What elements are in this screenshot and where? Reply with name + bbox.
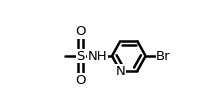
Text: N: N [116,65,125,78]
Text: O: O [75,25,86,38]
Text: S: S [76,50,85,62]
Text: NH: NH [88,50,107,62]
Text: Br: Br [156,50,171,62]
Text: O: O [75,74,86,87]
